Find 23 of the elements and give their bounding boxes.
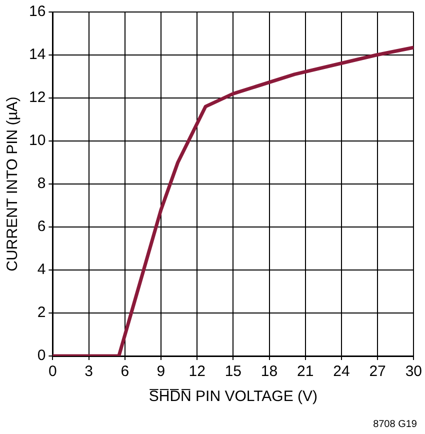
- x-tick-label: 18: [260, 363, 278, 380]
- x-tick-label: 6: [120, 363, 130, 380]
- y-tick-label: 0: [37, 347, 46, 364]
- x-tick-label: 0: [48, 363, 57, 380]
- y-tick-label: 4: [37, 261, 46, 278]
- y-tick-label: 12: [28, 89, 46, 106]
- x-tick-label: 12: [188, 363, 206, 380]
- y-tick-label: 6: [37, 218, 46, 236]
- x-tick-label: 3: [84, 363, 93, 380]
- y-tick-label: 8: [37, 175, 46, 192]
- x-tick-label: 30: [405, 363, 422, 380]
- x-tick-label: 24: [333, 363, 350, 380]
- x-axis-title: S̅H̅D̅N̅ PIN VOLTAGE (V): [148, 388, 318, 406]
- x-tick-label: 15: [224, 363, 242, 380]
- x-tick-label: 27: [369, 363, 386, 380]
- x-tick-label: 21: [297, 363, 314, 380]
- y-tick-label: 16: [28, 3, 46, 20]
- y-tick-label: 10: [28, 132, 46, 150]
- text: 8708 G19: [373, 419, 417, 430]
- x-tick-label: 9: [156, 363, 166, 380]
- y-tick-label: 2: [37, 304, 46, 322]
- y-tick-label: 14: [28, 46, 46, 64]
- y-axis-title: CURRENT INTO PIN (µA): [4, 96, 22, 272]
